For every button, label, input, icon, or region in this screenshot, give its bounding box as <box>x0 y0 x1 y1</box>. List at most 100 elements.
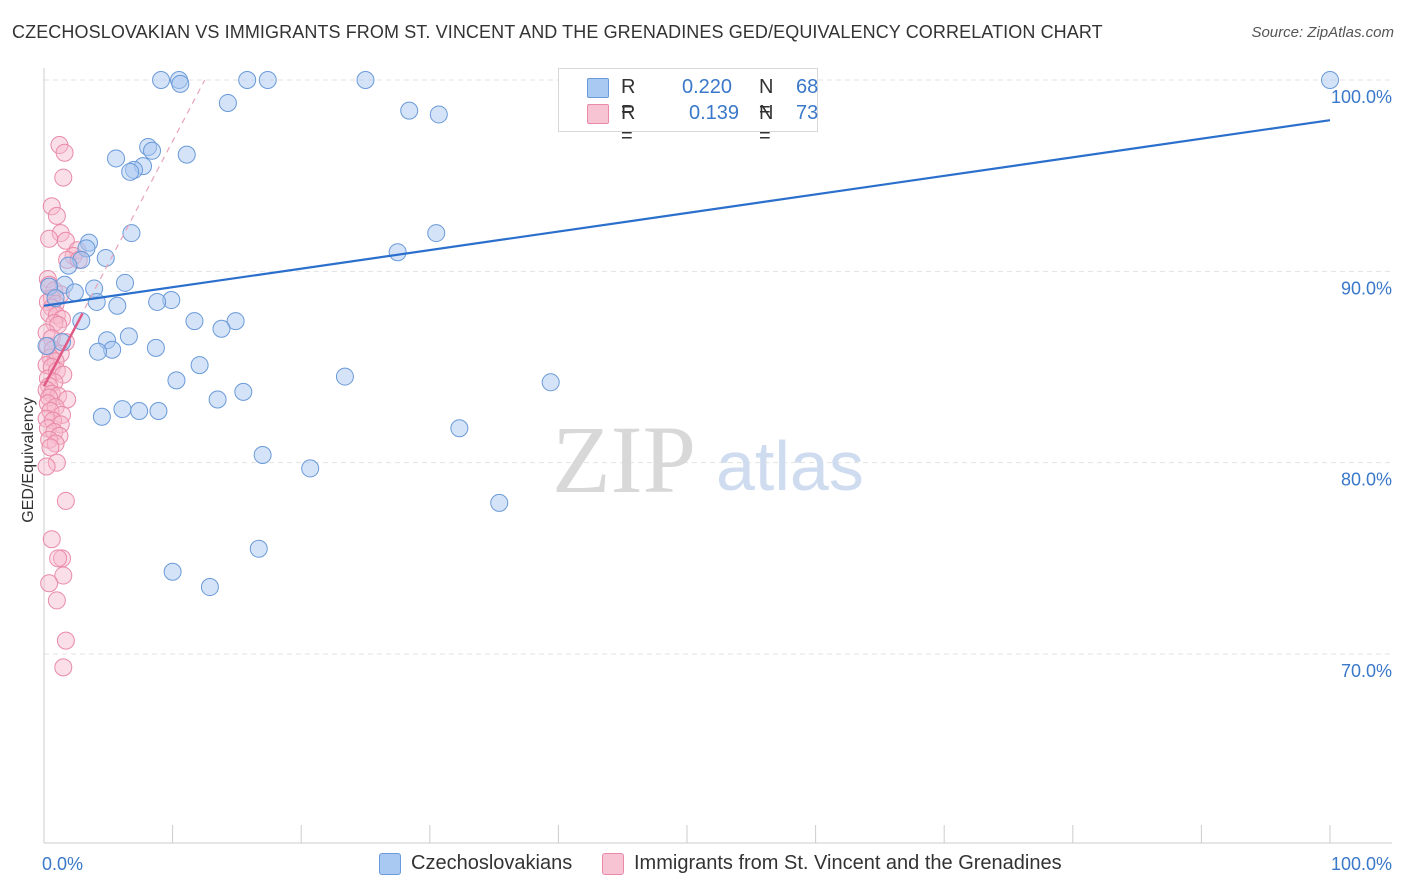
data-point-immigrants <box>55 143 74 162</box>
legend-r-label: R = <box>621 102 636 147</box>
data-point-czechoslovakians <box>121 162 140 181</box>
data-point-czechoslovakians <box>65 283 84 302</box>
data-point-immigrants <box>47 206 66 225</box>
data-point-immigrants <box>40 574 59 593</box>
data-point-czechoslovakians <box>400 101 419 120</box>
data-point-czechoslovakians <box>200 578 219 597</box>
data-point-immigrants <box>40 229 59 248</box>
data-point-czechoslovakians <box>301 459 320 478</box>
data-point-czechoslovakians <box>541 373 560 392</box>
axes <box>43 68 1392 844</box>
data-point-czechoslovakians <box>429 105 448 124</box>
bottom-legend-label: Czechoslovakians <box>411 852 573 874</box>
x-tick-label: 100.0% <box>1331 854 1392 874</box>
data-point-czechoslovakians <box>218 93 237 112</box>
data-point-czechoslovakians <box>253 446 272 465</box>
legend-r-value: 0.220 <box>682 76 733 98</box>
data-point-czechoslovakians <box>143 141 162 160</box>
data-point-immigrants <box>54 168 73 187</box>
watermark: ZIP atlas <box>552 406 864 513</box>
legend-swatch-pink <box>587 104 609 124</box>
data-point-czechoslovakians <box>116 273 135 292</box>
data-point-czechoslovakians <box>450 419 469 438</box>
data-point-czechoslovakians <box>171 74 190 93</box>
watermark-atlas: atlas <box>716 427 864 505</box>
legend-n-value: 73 <box>796 102 819 124</box>
data-point-czechoslovakians <box>177 145 196 164</box>
data-point-czechoslovakians <box>92 407 111 426</box>
y-tick-label: 70.0% <box>1341 661 1392 681</box>
data-point-czechoslovakians <box>46 289 65 308</box>
data-point-czechoslovakians <box>490 493 509 512</box>
series-immigrants-points <box>37 136 88 677</box>
data-point-czechoslovakians <box>146 338 165 357</box>
data-point-immigrants <box>54 658 73 677</box>
watermark-zip: ZIP <box>552 406 696 513</box>
data-point-immigrants <box>53 405 72 424</box>
data-point-immigrants <box>40 388 59 407</box>
data-point-immigrants <box>47 591 66 610</box>
data-point-czechoslovakians <box>163 562 182 581</box>
bottom-legend-swatch-pink <box>602 853 624 875</box>
gridlines <box>44 79 1392 655</box>
data-point-czechoslovakians <box>89 342 108 361</box>
chart-title: CZECHOSLOVAKIAN VS IMMIGRANTS FROM ST. V… <box>12 22 1103 42</box>
data-point-immigrants <box>54 566 73 585</box>
data-point-czechoslovakians <box>1321 71 1339 89</box>
data-point-czechoslovakians <box>356 71 375 89</box>
data-point-czechoslovakians <box>152 71 171 89</box>
data-point-czechoslovakians <box>108 296 127 315</box>
data-point-immigrants <box>49 549 68 568</box>
data-point-czechoslovakians <box>113 400 132 419</box>
data-point-czechoslovakians <box>427 224 446 243</box>
legend-n-label: N = <box>759 102 774 147</box>
trend-line-immigrants <box>42 312 84 387</box>
data-point-czechoslovakians <box>37 336 56 355</box>
trend-line-czechoslovakians <box>43 119 1331 307</box>
data-point-czechoslovakians <box>388 243 407 262</box>
data-point-czechoslovakians <box>130 402 149 421</box>
data-point-immigrants <box>54 365 73 384</box>
data-point-immigrants <box>56 631 75 650</box>
data-point-czechoslovakians <box>226 312 245 331</box>
data-point-czechoslovakians <box>119 327 138 346</box>
legend-n-label: N = <box>759 76 774 121</box>
data-point-czechoslovakians <box>122 224 141 243</box>
tick-labels: 70.0% 80.0% 90.0% 100.0% 0.0% 100.0% <box>42 87 1392 874</box>
data-point-czechoslovakians <box>335 367 354 386</box>
y-tick-label: 100.0% <box>1331 87 1392 107</box>
y-axis-label: GED/Equivalency <box>20 397 37 522</box>
data-point-immigrants <box>42 197 61 216</box>
data-point-czechoslovakians <box>59 256 78 275</box>
legend-n-value: 68 <box>796 76 819 98</box>
data-point-czechoslovakians <box>190 356 209 375</box>
data-point-czechoslovakians <box>208 390 227 409</box>
bottom-legend-label: Immigrants from St. Vincent and the Gren… <box>634 852 1062 874</box>
data-point-immigrants <box>56 231 75 250</box>
data-point-immigrants <box>56 491 75 510</box>
data-point-czechoslovakians <box>167 371 186 390</box>
legend-r-value: 0.139 <box>689 102 740 124</box>
data-point-czechoslovakians <box>238 71 257 89</box>
legend-r-label: R = <box>621 76 636 121</box>
data-point-czechoslovakians <box>234 382 253 401</box>
data-point-immigrants <box>37 457 56 476</box>
y-tick-label: 80.0% <box>1341 470 1392 490</box>
correlation-legend: R = 0.220 N = 68 R = 0.139 N = 73 <box>558 68 819 147</box>
x-tick-label: 0.0% <box>42 854 83 874</box>
data-point-immigrants <box>41 438 60 457</box>
data-point-czechoslovakians <box>185 312 204 331</box>
trend-lines <box>42 79 1331 387</box>
data-point-czechoslovakians <box>212 319 231 338</box>
source-label: Source: ZipAtlas.com <box>1251 24 1394 41</box>
data-point-immigrants <box>42 530 61 549</box>
data-point-czechoslovakians <box>96 248 115 267</box>
data-point-czechoslovakians <box>249 539 268 558</box>
y-tick-label: 90.0% <box>1341 278 1392 298</box>
data-point-czechoslovakians <box>149 402 168 421</box>
legend-swatch-blue <box>587 78 609 98</box>
data-point-czechoslovakians <box>258 71 277 89</box>
bottom-legend-swatch-blue <box>379 853 401 875</box>
data-point-immigrants <box>49 386 68 405</box>
